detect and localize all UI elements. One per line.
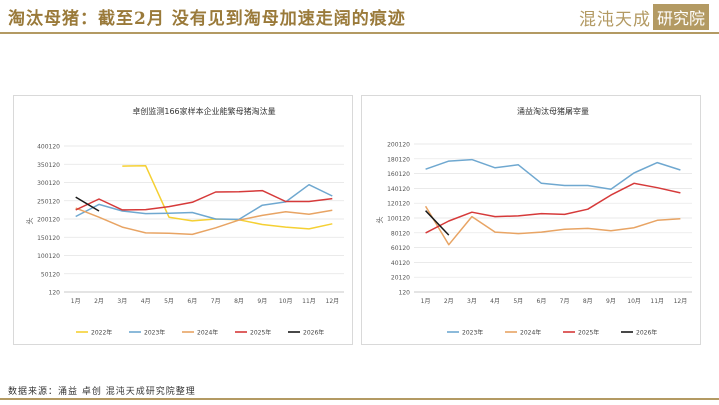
header-divider: [0, 32, 719, 34]
y-tick-label: 300120: [37, 180, 60, 187]
y-tick-label: 50120: [41, 271, 60, 278]
series-line: [424, 205, 681, 246]
logo-box: 研究院: [652, 4, 709, 30]
chart-title: 涌益淘汰母猪屠宰量: [517, 106, 589, 116]
y-axis-label: 头: [375, 217, 384, 224]
legend-label: 2026年: [303, 329, 324, 337]
x-tick-label: 9月: [606, 298, 616, 305]
y-tick-label: 80120: [391, 230, 410, 237]
y-tick-label: 160120: [387, 171, 410, 178]
x-tick-label: 8月: [234, 298, 244, 305]
legend-label: 2025年: [250, 329, 271, 337]
legend-label: 2024年: [520, 329, 541, 337]
y-tick-label: 20120: [391, 275, 410, 282]
y-tick-label: 140120: [387, 186, 410, 193]
x-tick-label: 10月: [627, 298, 641, 305]
y-axis-label: 头: [25, 218, 34, 225]
x-tick-label: 3月: [117, 298, 127, 305]
data-source-note: 数据来源：涌益 卓创 混沌天成研究院整理: [8, 387, 196, 397]
x-tick-label: 6月: [537, 298, 547, 305]
logo-text: 混沌天成: [578, 9, 651, 30]
x-tick-label: 8月: [583, 298, 593, 305]
y-tick-label: 60120: [391, 245, 410, 252]
y-tick-label: 180120: [387, 156, 410, 163]
page-title: 淘汰母猪：截至2月 没有见到淘母加速走阔的痕迹: [8, 9, 406, 29]
y-tick-label: 100120: [387, 216, 410, 223]
x-tick-label: 2月: [94, 298, 104, 305]
legend-label: 2023年: [144, 329, 165, 337]
y-tick-label: 40120: [391, 260, 410, 267]
x-tick-label: 1月: [71, 298, 81, 305]
x-tick-label: 7月: [211, 298, 221, 305]
x-tick-label: 4月: [141, 298, 151, 305]
y-tick-label: 150120: [37, 235, 60, 242]
footer-divider: [0, 398, 719, 400]
chart-panel-cull-volume: 卓创监测166家样本企业能繁母猪淘汰量 120 50120 100120 150120 2…: [13, 95, 353, 345]
x-tick-label: 1月: [421, 298, 431, 305]
series-line: [425, 182, 681, 234]
legend-label: 2022年: [91, 329, 112, 337]
series-line: [75, 189, 333, 211]
x-tick-label: 5月: [513, 298, 523, 305]
y-tick-label: 120: [49, 290, 61, 297]
cull-volume-chart: 卓创监测166家样本企业能繁母猪淘汰量 120 50120 100120 150120 2…: [25, 106, 344, 337]
series-line: [425, 158, 681, 190]
x-tick-label: 9月: [257, 298, 267, 305]
y-tick-label: 120: [399, 290, 411, 297]
x-tick-label: 5月: [164, 298, 174, 305]
series-line: [75, 207, 333, 236]
legend-label: 2023年: [462, 329, 483, 337]
chart-panel-slaughter-volume: 涌益淘汰母猪屠宰量 120 20120 40120 60120 80120 100120 12…: [361, 95, 701, 345]
x-tick-label: 7月: [560, 298, 570, 305]
x-tick-label: 10月: [279, 298, 293, 305]
y-tick-label: 200120: [387, 142, 410, 149]
x-tick-label: 11月: [650, 298, 664, 305]
y-tick-label: 100120: [37, 253, 60, 260]
x-tick-label: 6月: [187, 298, 197, 305]
chart-title: 卓创监测166家样本企业能繁母猪淘汰量: [132, 106, 275, 116]
x-tick-label: 3月: [467, 298, 477, 305]
x-tick-label: 12月: [674, 298, 688, 305]
x-tick-label: 2月: [444, 298, 454, 305]
y-tick-label: 400120: [37, 144, 60, 151]
y-tick-label: 120120: [387, 201, 410, 208]
legend-label: 2024年: [197, 329, 218, 337]
y-tick-label: 200120: [37, 217, 60, 224]
company-logo: 混沌天成 研究院: [579, 4, 709, 30]
x-tick-label: 11月: [302, 298, 316, 305]
series-line: [425, 210, 450, 236]
x-tick-label: 12月: [326, 298, 340, 305]
slaughter-volume-chart: 涌益淘汰母猪屠宰量 120 20120 40120 60120 80120 100120 12…: [375, 106, 692, 337]
legend-label: 2025年: [578, 329, 599, 337]
series-line: [75, 183, 333, 221]
y-tick-label: 250120: [37, 198, 60, 205]
legend-label: 2026年: [636, 329, 657, 337]
y-tick-label: 350120: [37, 162, 60, 169]
series-line: [75, 196, 100, 212]
x-tick-label: 4月: [490, 298, 500, 305]
